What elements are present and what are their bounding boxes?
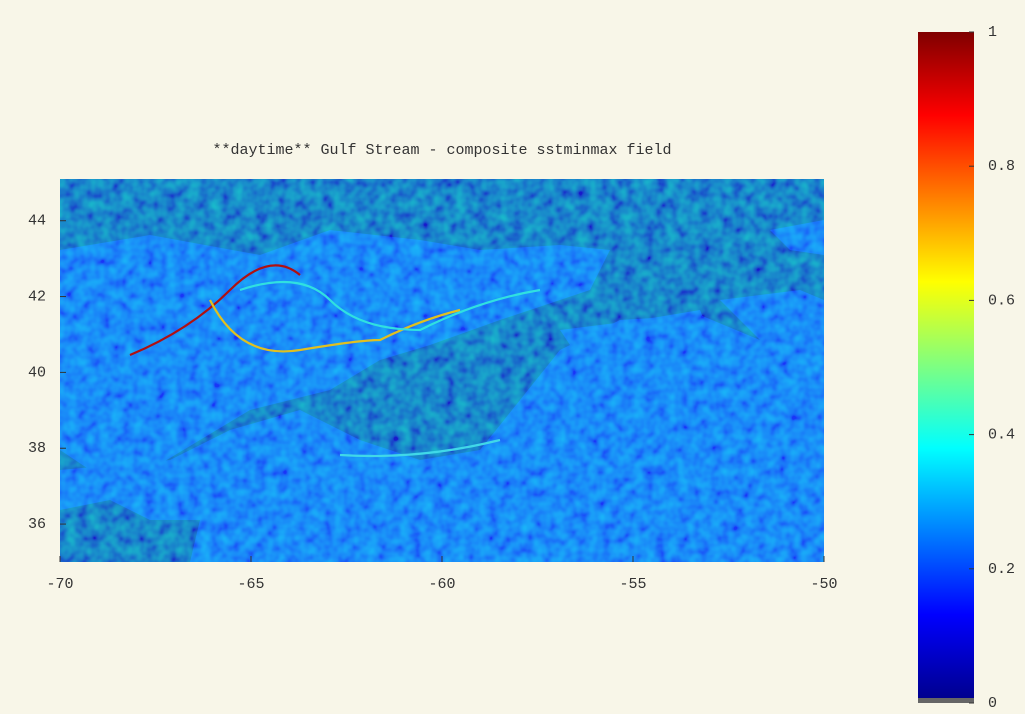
colorbar-tick-label: 0.8 — [988, 158, 1015, 175]
field — [60, 179, 824, 562]
x-tick-label: -70 — [46, 576, 73, 593]
y-tick-label: 44 — [28, 213, 46, 230]
x-tick-label: -55 — [619, 576, 646, 593]
x-tick-label: -65 — [237, 576, 264, 593]
colorbar-tick-label: 0.4 — [988, 427, 1015, 444]
y-tick-label: 42 — [28, 289, 46, 306]
colorbar-tick-label: 0.2 — [988, 561, 1015, 578]
page: **daytime** Gulf Stream - composite sstm… — [0, 0, 1025, 714]
x-tick-label: -60 — [428, 576, 455, 593]
chart-title: **daytime** Gulf Stream - composite sstm… — [212, 142, 671, 159]
y-tick-label: 36 — [28, 516, 46, 533]
colorbar-tick-label: 0 — [988, 695, 997, 712]
y-tick-label: 38 — [28, 440, 46, 457]
colorbar-tick-label: 0.6 — [988, 292, 1015, 309]
y-tick-label: 40 — [28, 364, 46, 381]
colorbar — [918, 32, 974, 698]
x-tick-label: -50 — [810, 576, 837, 593]
chart: **daytime** Gulf Stream - composite sstm… — [0, 0, 1025, 714]
colorbar-tick-label: 1 — [988, 24, 997, 41]
colorbar-missing — [918, 698, 974, 703]
field-texture — [60, 179, 824, 562]
